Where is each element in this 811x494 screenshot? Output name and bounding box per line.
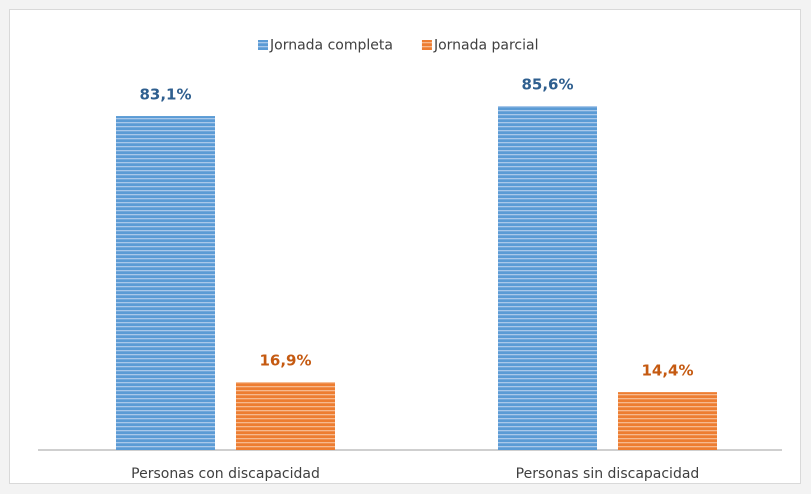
bar <box>116 116 215 451</box>
data-label: 16,9% <box>259 352 311 370</box>
data-label: 85,6% <box>521 76 573 94</box>
legend-label: Jornada completa <box>269 38 393 54</box>
bar <box>618 392 717 450</box>
legend-label: Jornada parcial <box>433 38 539 54</box>
bar <box>498 106 597 450</box>
x-tick-label: Personas con discapacidad <box>131 466 320 482</box>
bar <box>236 382 335 450</box>
data-label: 14,4% <box>641 362 693 380</box>
legend-swatch <box>421 40 432 50</box>
x-tick-label: Personas sin discapacidad <box>516 466 700 482</box>
legend-swatch <box>258 40 268 50</box>
data-label: 83,1% <box>139 86 191 104</box>
